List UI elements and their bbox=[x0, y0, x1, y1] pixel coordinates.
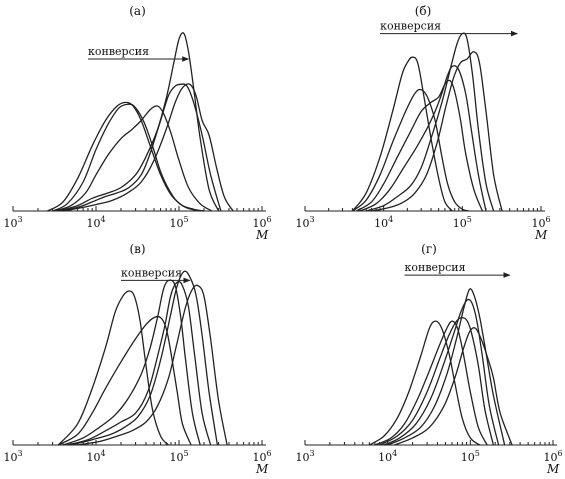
x-tick-label: 103 bbox=[295, 215, 314, 230]
x-tick-base: 10 bbox=[295, 217, 309, 230]
panel-label: (г) bbox=[421, 242, 437, 256]
x-tick-base: 10 bbox=[169, 217, 183, 230]
series-line-5 bbox=[366, 32, 495, 212]
x-tick-exponent: 6 bbox=[266, 215, 271, 224]
panel-label: (б) bbox=[415, 4, 432, 18]
x-tick-exponent: 6 bbox=[266, 449, 271, 458]
series-line-6 bbox=[62, 83, 234, 212]
series-line-6 bbox=[393, 327, 513, 446]
x-tick-label: 106 bbox=[252, 215, 271, 230]
x-tick-base: 10 bbox=[86, 451, 100, 464]
x-tick-label: 106 bbox=[543, 449, 562, 464]
x-tick-exponent: 6 bbox=[557, 449, 562, 458]
x-tick-label: 105 bbox=[169, 215, 188, 230]
conversion-annotation: конверсия bbox=[121, 266, 182, 279]
x-tick-base: 10 bbox=[3, 451, 17, 464]
series-line-4 bbox=[383, 298, 500, 446]
x-tick-label: 103 bbox=[295, 449, 314, 464]
x-tick-label: 106 bbox=[252, 449, 271, 464]
x-tick-label: 103 bbox=[3, 215, 22, 230]
series-line-3 bbox=[379, 316, 495, 446]
conversion-annotation: конверсия bbox=[380, 20, 441, 33]
series-line-1 bbox=[57, 290, 170, 446]
series-line-4 bbox=[58, 32, 220, 212]
x-tick-base: 10 bbox=[461, 451, 475, 464]
x-tick-exponent: 5 bbox=[467, 215, 472, 224]
x-tick-exponent: 5 bbox=[183, 449, 188, 458]
x-tick-label: 104 bbox=[86, 215, 105, 230]
x-axis-label: M bbox=[546, 462, 560, 476]
series-line-5 bbox=[70, 270, 219, 446]
x-tick-exponent: 3 bbox=[309, 215, 314, 224]
x-tick-base: 10 bbox=[374, 217, 388, 230]
series-line-1 bbox=[351, 56, 453, 212]
x-tick-label: 106 bbox=[531, 215, 550, 230]
series-line-2 bbox=[52, 103, 205, 212]
x-tick-base: 10 bbox=[543, 451, 557, 464]
series-line-3 bbox=[54, 105, 213, 212]
x-tick-label: 105 bbox=[461, 449, 480, 464]
series-line-1 bbox=[368, 320, 481, 446]
panel-label: (а) bbox=[129, 4, 146, 18]
conversion-annotation: конверсия bbox=[88, 45, 149, 58]
series-line-4 bbox=[67, 280, 212, 446]
series-line-3 bbox=[356, 79, 484, 212]
series-line-3 bbox=[62, 279, 201, 446]
x-tick-base: 10 bbox=[169, 451, 183, 464]
x-tick-label: 104 bbox=[86, 449, 105, 464]
x-tick-base: 10 bbox=[531, 217, 545, 230]
x-tick-base: 10 bbox=[86, 217, 100, 230]
series-line-5 bbox=[58, 83, 222, 212]
x-tick-label: 104 bbox=[378, 449, 397, 464]
x-tick-label: 103 bbox=[3, 449, 22, 464]
x-tick-base: 10 bbox=[378, 451, 392, 464]
x-tick-exponent: 5 bbox=[475, 449, 480, 458]
x-tick-label: 104 bbox=[374, 215, 393, 230]
conversion-annotation: конверсия bbox=[405, 261, 466, 274]
x-axis-label: M bbox=[255, 228, 269, 242]
x-tick-exponent: 4 bbox=[392, 449, 397, 458]
series-line-2 bbox=[351, 88, 469, 212]
x-tick-base: 10 bbox=[453, 217, 467, 230]
x-tick-base: 10 bbox=[252, 217, 266, 230]
series-line-6 bbox=[77, 284, 228, 446]
x-tick-exponent: 4 bbox=[100, 449, 105, 458]
x-tick-exponent: 4 bbox=[100, 215, 105, 224]
x-axis-label: M bbox=[255, 462, 269, 476]
x-tick-base: 10 bbox=[252, 451, 266, 464]
x-tick-base: 10 bbox=[295, 451, 309, 464]
series-line-4 bbox=[359, 65, 487, 212]
x-axis-label: M bbox=[534, 228, 548, 242]
x-tick-exponent: 3 bbox=[309, 449, 314, 458]
series-line-6 bbox=[371, 51, 503, 212]
x-tick-exponent: 5 bbox=[183, 215, 188, 224]
x-tick-base: 10 bbox=[3, 217, 17, 230]
series-line-2 bbox=[374, 320, 488, 446]
x-tick-label: 105 bbox=[453, 215, 472, 230]
x-tick-exponent: 3 bbox=[17, 449, 22, 458]
x-tick-exponent: 3 bbox=[17, 215, 22, 224]
panel-label: (в) bbox=[129, 242, 145, 256]
x-tick-exponent: 6 bbox=[545, 215, 550, 224]
x-tick-label: 105 bbox=[169, 449, 188, 464]
x-tick-exponent: 4 bbox=[388, 215, 393, 224]
series-line-2 bbox=[57, 315, 192, 446]
